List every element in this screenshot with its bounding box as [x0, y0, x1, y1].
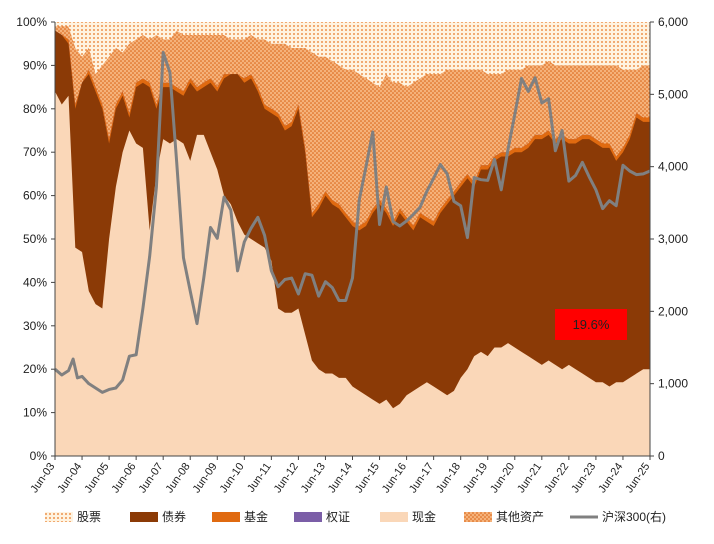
x-tick-label: Jun-17 — [407, 461, 436, 495]
annotation-label: 19.6% — [573, 317, 610, 332]
left-tick-label: 50% — [23, 232, 47, 246]
annotation-background — [555, 309, 627, 340]
right-tick-label: 5,000 — [658, 87, 688, 101]
legend-swatch — [380, 512, 408, 522]
x-tick-label: Jun-05 — [82, 461, 111, 495]
legend: 股票 债券 基金 权证 现金 其他资产 沪深300(右) — [45, 509, 666, 524]
x-tick-label: Jun-11 — [245, 461, 274, 495]
x-tick-label: Jun-14 — [326, 461, 355, 495]
left-tick-label: 40% — [23, 275, 47, 289]
legend-item-warrant: 权证 — [294, 510, 350, 524]
x-tick-label: Jun-21 — [515, 461, 544, 495]
legend-swatch — [45, 512, 73, 522]
right-tick-label: 3,000 — [658, 232, 688, 246]
left-tick-label: 0% — [30, 449, 48, 463]
x-tick-label: Jun-24 — [596, 461, 625, 495]
right-axis-ticks: 0 1,000 2,000 3,000 4,000 5,000 6,000 — [650, 15, 688, 463]
x-axis-ticks: Jun-03Jun-04Jun-05Jun-06Jun-07Jun-08Jun-… — [28, 456, 652, 495]
legend-swatch — [464, 512, 492, 522]
x-tick-label: Jun-22 — [542, 461, 571, 495]
left-tick-label: 100% — [16, 15, 47, 29]
legend-item-stock: 股票 — [45, 510, 101, 524]
left-tick-label: 10% — [23, 406, 47, 420]
legend-swatch — [130, 512, 158, 522]
x-tick-label: Jun-08 — [164, 461, 193, 495]
x-tick-label: Jun-13 — [299, 461, 328, 495]
x-tick-label: Jun-04 — [55, 461, 84, 495]
left-tick-label: 30% — [23, 319, 47, 333]
legend-item-index: 沪深300(右) — [570, 509, 666, 524]
index-line-layer — [54, 50, 651, 394]
x-tick-label: Jun-18 — [434, 461, 463, 495]
right-tick-label: 2,000 — [658, 304, 688, 318]
x-tick-label: Jun-06 — [109, 461, 138, 495]
left-tick-label: 90% — [23, 58, 47, 72]
legend-label: 其他资产 — [496, 510, 544, 524]
x-tick-label: Jun-20 — [488, 461, 517, 495]
legend-label: 沪深300(右) — [602, 509, 666, 524]
x-tick-label: Jun-03 — [28, 461, 57, 495]
legend-item-bond: 债券 — [130, 509, 186, 524]
x-tick-label: Jun-25 — [623, 461, 652, 495]
right-tick-label: 4,000 — [658, 160, 688, 174]
area-cash — [55, 91, 650, 456]
x-tick-label: Jun-12 — [272, 461, 301, 495]
x-tick-label: Jun-07 — [137, 461, 166, 495]
area-layers — [55, 22, 650, 457]
legend-label: 基金 — [244, 509, 268, 524]
left-tick-label: 20% — [23, 362, 47, 376]
x-tick-label: Jun-23 — [569, 461, 598, 495]
right-tick-label: 6,000 — [658, 15, 688, 29]
legend-label: 现金 — [412, 509, 436, 524]
index-line — [54, 50, 651, 394]
x-tick-label: Jun-15 — [353, 461, 382, 495]
x-tick-label: Jun-09 — [191, 461, 220, 495]
annotation-box: 19.6% — [555, 309, 627, 340]
left-tick-label: 80% — [23, 102, 47, 116]
right-tick-label: 1,000 — [658, 377, 688, 391]
legend-label: 权证 — [326, 510, 350, 524]
legend-label: 债券 — [162, 509, 186, 524]
legend-item-fund: 基金 — [212, 509, 268, 524]
legend-item-cash: 现金 — [380, 509, 436, 524]
right-tick-label: 0 — [658, 449, 665, 463]
left-axis-ticks: 0% 10% 20% 30% 40% 50% 60% 70% 80% 90% 100% — [16, 15, 55, 463]
legend-swatch — [294, 512, 322, 522]
legend-swatch — [212, 512, 240, 522]
left-tick-label: 70% — [23, 145, 47, 159]
x-tick-label: Jun-16 — [380, 461, 409, 495]
x-tick-label: Jun-10 — [218, 461, 247, 495]
x-tick-label: Jun-19 — [461, 461, 490, 495]
legend-label: 股票 — [77, 510, 101, 524]
left-tick-label: 60% — [23, 189, 47, 203]
legend-item-other: 其他资产 — [464, 510, 544, 524]
